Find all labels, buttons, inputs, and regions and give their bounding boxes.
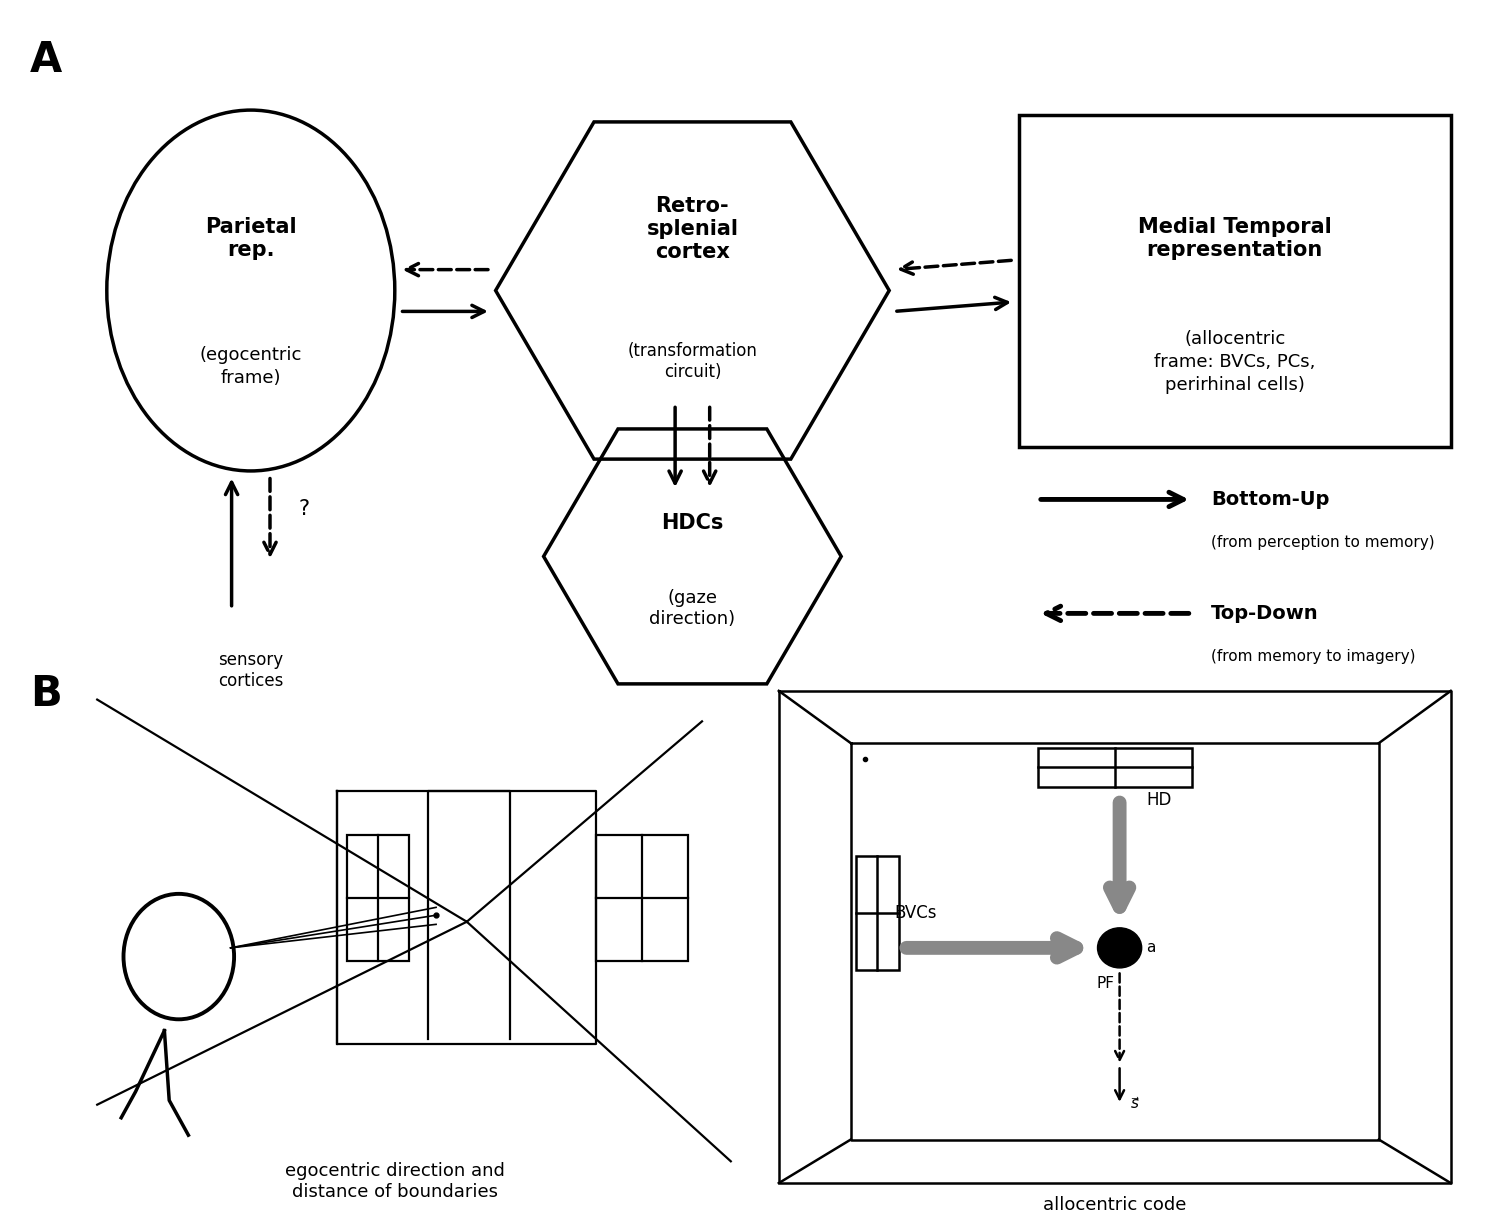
Text: sensory
cortices: sensory cortices <box>217 651 284 691</box>
Text: (from memory to imagery): (from memory to imagery) <box>1210 649 1416 664</box>
Circle shape <box>1098 928 1142 968</box>
Bar <box>1019 114 1450 447</box>
Text: s⃗: s⃗ <box>1131 1096 1138 1110</box>
Text: BVCs: BVCs <box>894 904 936 922</box>
Text: PF: PF <box>1096 976 1114 991</box>
Text: allocentric code: allocentric code <box>1042 1195 1186 1214</box>
Text: HD: HD <box>1146 792 1172 809</box>
Text: A: A <box>30 39 62 81</box>
Text: ?: ? <box>298 499 310 519</box>
Bar <box>346 835 410 961</box>
Text: HDCs: HDCs <box>662 513 723 533</box>
Text: Bottom-Up: Bottom-Up <box>1210 490 1329 508</box>
Bar <box>1038 747 1191 787</box>
Bar <box>597 835 687 961</box>
Text: Medial Temporal
representation: Medial Temporal representation <box>1138 217 1332 260</box>
Text: (egocentric
frame): (egocentric frame) <box>200 346 302 387</box>
Text: a: a <box>1146 940 1156 955</box>
Text: Top-Down: Top-Down <box>1210 604 1318 623</box>
Text: egocentric direction and
distance of boundaries: egocentric direction and distance of bou… <box>285 1162 504 1200</box>
Text: Retro-
splenial
cortex: Retro- splenial cortex <box>646 196 738 262</box>
Text: (from perception to memory): (from perception to memory) <box>1210 534 1434 550</box>
Text: B: B <box>30 673 62 715</box>
Text: Parietal
rep.: Parietal rep. <box>206 217 297 260</box>
Text: (transformation
circuit): (transformation circuit) <box>627 342 758 382</box>
Text: (allocentric
frame: BVCs, PCs,
perirhinal cells): (allocentric frame: BVCs, PCs, perirhina… <box>1154 330 1316 394</box>
Bar <box>855 857 898 970</box>
Text: (gaze
direction): (gaze direction) <box>650 590 735 628</box>
